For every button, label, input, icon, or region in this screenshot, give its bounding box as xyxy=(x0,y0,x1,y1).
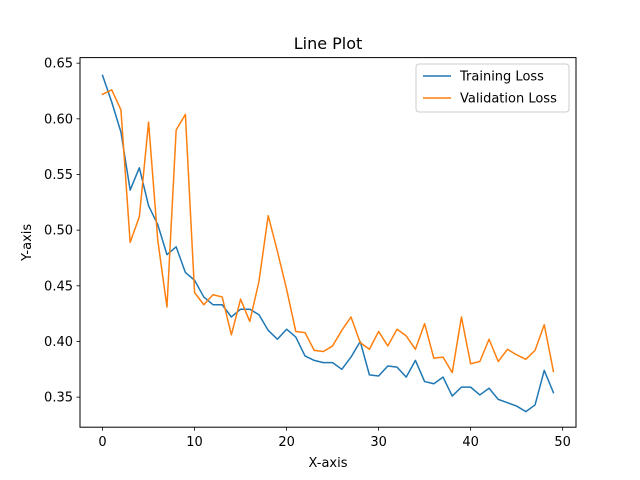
y-tick-label-2: 0.45 xyxy=(44,279,73,294)
y-tick-label-4: 0.55 xyxy=(44,168,73,183)
series-line-1 xyxy=(101,89,555,374)
y-tick-label-3: 0.50 xyxy=(44,224,73,239)
y-tick-label-1: 0.40 xyxy=(44,335,73,350)
legend-label-0: Training Loss xyxy=(459,70,544,85)
plot-frame xyxy=(79,57,577,428)
series-line-0 xyxy=(101,74,555,413)
legend-box xyxy=(415,63,570,113)
series-layer xyxy=(101,74,555,413)
legend-label-1: Validation Loss xyxy=(460,92,557,107)
x-tick-label-0: 0 xyxy=(98,435,106,450)
x-tick-label-2: 20 xyxy=(278,435,295,450)
x-tick-label-4: 40 xyxy=(462,435,479,450)
y-tick-label-5: 0.60 xyxy=(44,112,73,127)
chart-title: Line Plot xyxy=(294,34,363,53)
x-tick-label-3: 30 xyxy=(370,435,387,450)
x-tick-label-5: 50 xyxy=(554,435,571,450)
legend: Training Loss Validation Loss xyxy=(415,63,570,113)
x-axis-label: X-axis xyxy=(309,456,348,471)
y-tick-label-6: 0.65 xyxy=(44,57,73,72)
y-axis: 0.35 0.40 0.45 0.50 0.55 0.60 0.65 xyxy=(44,57,80,406)
x-axis: 0 10 20 30 40 50 xyxy=(98,427,571,450)
x-tick-label-1: 10 xyxy=(186,435,203,450)
y-axis-label: Y-axis xyxy=(20,224,35,262)
y-tick-label-0: 0.35 xyxy=(44,391,73,406)
